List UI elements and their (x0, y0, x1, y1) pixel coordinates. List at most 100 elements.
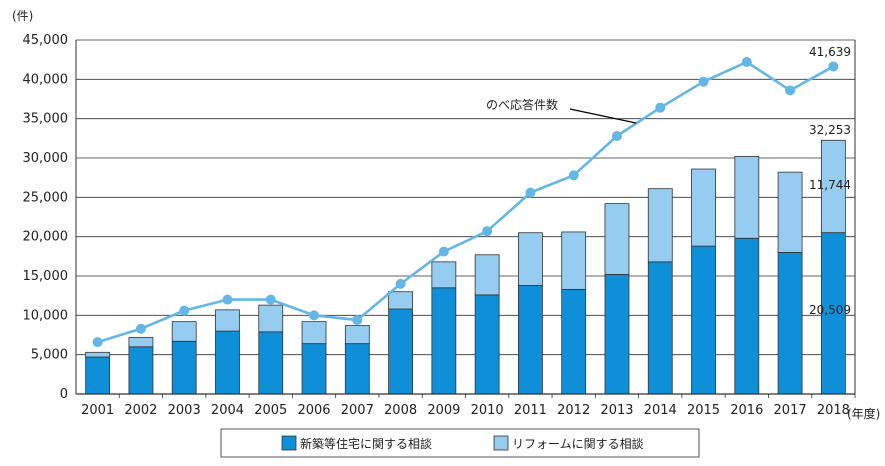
bar-new-2016 (734, 237, 760, 395)
x-tick-label: 2008 (384, 403, 417, 418)
label-reform-2018: 11,744 (809, 178, 851, 192)
x-tick-label: 2013 (600, 403, 633, 418)
point-total-2008 (395, 278, 406, 289)
bar-new-2003 (171, 340, 197, 395)
x-tick-label: 2006 (297, 403, 330, 418)
bar-new-2009 (431, 287, 457, 395)
bar-reform-2005 (258, 304, 284, 333)
x-unit-label: (年度) (847, 406, 880, 421)
bar-reform-2018 (820, 139, 846, 234)
point-total-2003 (179, 305, 190, 316)
bar-new-2011 (518, 285, 543, 395)
bar-new-2010 (474, 294, 500, 395)
legend-label-new: 新築等住宅に関する相談 (300, 436, 432, 451)
x-tick-label: 2009 (427, 403, 460, 418)
point-total-2004 (222, 294, 233, 305)
x-tick-label: 2016 (730, 403, 763, 418)
point-total-2016 (741, 57, 752, 68)
grid-layer (76, 39, 855, 356)
y-tick-label: 20,000 (23, 230, 69, 245)
bar-reform-2017 (777, 171, 803, 253)
y-tick-label: 40,000 (23, 72, 69, 87)
legend-box (220, 428, 700, 458)
bar-reform-2007 (344, 325, 370, 345)
point-total-2015 (698, 76, 709, 87)
point-total-2005 (265, 294, 276, 305)
point-total-2013 (611, 130, 622, 141)
legend-label-reform: リフォームに関する相談 (512, 436, 644, 451)
line-series-leader (569, 108, 637, 124)
y-tick-label: 15,000 (23, 269, 69, 284)
y-tick-label: 45,000 (23, 33, 69, 48)
bar-new-2001 (85, 356, 111, 395)
x-tick-label: 2018 (817, 403, 850, 418)
x-tick-label: 2002 (124, 403, 157, 418)
point-total-2018 (828, 61, 839, 72)
y-tick-label: 5,000 (31, 348, 68, 363)
y-unit-label: (件) (12, 9, 33, 23)
bar-new-2015 (691, 245, 716, 395)
bar-reform-2010 (474, 254, 500, 296)
x-tick-label: 2007 (341, 403, 374, 418)
point-total-2010 (482, 226, 493, 237)
bar-reform-2008 (388, 291, 413, 310)
bar-reform-2009 (431, 261, 457, 289)
point-total-2006 (309, 310, 320, 321)
bar-reform-2003 (171, 321, 197, 342)
line-series-label: のべ応答件数 (486, 97, 558, 112)
x-tick-label: 2012 (557, 403, 590, 418)
bar-reform-2012 (561, 231, 587, 290)
bar-reform-2002 (128, 336, 154, 348)
legend-swatch-new (281, 435, 297, 451)
legend: 新築等住宅に関する相談 リフォームに関する相談 (220, 428, 700, 458)
label-new-2018: 20,509 (809, 303, 851, 317)
bar-new-2008 (388, 308, 413, 395)
x-tick-label: 2017 (774, 403, 807, 418)
line-total-responses (97, 60, 834, 344)
y-tick-label: 25,000 (23, 190, 69, 205)
point-total-2007 (352, 315, 363, 326)
x-tick-label: 2004 (211, 403, 244, 418)
legend-swatch-reform (493, 435, 509, 451)
bar-reform-2016 (734, 156, 760, 239)
x-tick-label: 2010 (471, 403, 504, 418)
x-tick-label: 2011 (514, 403, 547, 418)
bar-reform-2013 (604, 203, 630, 275)
bar-new-2007 (344, 343, 370, 395)
label-bar-total-2018: 32,253 (809, 123, 851, 137)
x-tick-label: 2003 (168, 403, 201, 418)
bar-layer (85, 139, 846, 395)
bar-reform-2006 (301, 321, 327, 345)
y-tick-label: 30,000 (23, 151, 69, 166)
y-tick-label: 35,000 (23, 112, 69, 127)
point-total-2009 (438, 246, 449, 257)
bar-new-2012 (561, 288, 587, 395)
point-total-2011 (525, 187, 536, 198)
x-tick-label: 2014 (644, 403, 677, 418)
bar-new-2017 (777, 251, 803, 395)
x-tick-label: 2005 (254, 403, 287, 418)
point-total-2014 (655, 102, 666, 113)
bar-new-2004 (215, 330, 240, 395)
bar-new-2002 (128, 346, 154, 395)
point-total-2002 (135, 323, 146, 334)
point-total-2012 (568, 170, 579, 181)
x-tick-label: 2015 (687, 403, 720, 418)
x-tick-label: 2001 (81, 403, 114, 418)
bar-new-2014 (647, 261, 673, 395)
line-layer (92, 57, 839, 348)
bar-new-2005 (258, 331, 284, 395)
y-tick-label: 10,000 (23, 308, 69, 323)
bar-reform-2011 (518, 232, 543, 286)
label-total-2018: 41,639 (809, 45, 851, 59)
bar-new-2018 (820, 232, 846, 395)
bar-reform-2015 (691, 168, 716, 247)
bar-new-2006 (301, 343, 327, 395)
bar-reform-2004 (215, 309, 240, 332)
bar-reform-2001 (85, 351, 111, 358)
y-tick-label: 0 (60, 387, 68, 402)
point-total-2001 (92, 337, 103, 348)
bar-new-2013 (604, 274, 630, 395)
